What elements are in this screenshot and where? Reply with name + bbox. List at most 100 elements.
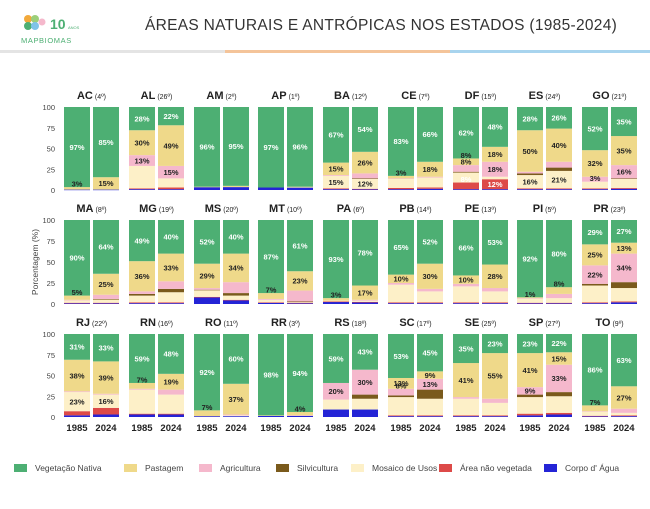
state-title: ES (24º): [529, 90, 561, 102]
data-label: 22%: [163, 112, 178, 121]
bar-segment-mosaico: [388, 284, 414, 303]
data-label: 12%: [487, 180, 502, 189]
bar-segment-agua: [482, 189, 508, 190]
bar-segment-silvicultura: [287, 301, 313, 303]
bar-segment-nativa: [287, 220, 313, 272]
bar-segment-agua: [323, 189, 349, 190]
bar-segment-pastagem: [129, 261, 155, 292]
bar-segment-mosaico: [482, 176, 508, 180]
state-title: RR (3º): [271, 317, 300, 329]
bar-segment-mosaico: [352, 178, 378, 189]
data-label: 12%: [357, 180, 372, 189]
legend-label: Vegetação Nativa: [35, 463, 102, 473]
bar-segment-nativa: [194, 334, 220, 411]
bar-segment-silvicultura: [611, 282, 637, 289]
data-label: 39%: [98, 373, 113, 382]
bar-segment-mosaico: [352, 398, 378, 410]
data-label: 8%: [461, 151, 472, 160]
data-label: 13%: [134, 156, 149, 165]
bar-segment-agua: [388, 416, 414, 417]
y-tick-label: 50: [47, 372, 55, 381]
data-label: 19%: [163, 378, 178, 387]
bar-segment-mosaico: [582, 285, 608, 303]
legend: Vegetação Nativa Pastagem Agricultura Silvi…: [14, 463, 644, 483]
bar-segment-agricultura: [129, 388, 155, 390]
bar-segment-nao_vegetada: [93, 302, 119, 304]
bar-segment-nativa: [453, 334, 479, 364]
bar-segment-agua: [482, 416, 508, 417]
bar-segment-agricultura: [129, 291, 155, 294]
bar-segment-pastagem: [582, 244, 608, 266]
state-title: PE (13º): [465, 203, 497, 215]
bar-segment-agua: [194, 416, 220, 417]
data-label: 53%: [393, 352, 408, 361]
state-title: CE (7º): [401, 90, 429, 102]
bar-segment-nativa: [194, 220, 220, 264]
data-label: 87%: [263, 252, 278, 261]
bar-segment-pastagem: [546, 128, 572, 162]
bar-segment-agua: [158, 189, 184, 190]
bar-segment-pastagem: [64, 359, 90, 392]
data-label: 1%: [525, 290, 536, 299]
bar-segment-nao_vegetada: [129, 413, 155, 415]
x-tick-label: 2024: [548, 423, 570, 434]
bar-segment-nao_vegetada: [517, 413, 543, 416]
bar-segment-pastagem: [93, 361, 119, 394]
legend-swatch: [199, 464, 212, 472]
bar-segment-pastagem: [417, 371, 443, 379]
bar-segment-mosaico: [388, 178, 414, 188]
bar-segment-pastagem: [517, 130, 543, 172]
bar-segment-mosaico: [129, 389, 155, 414]
bar-segment-nativa: [582, 334, 608, 406]
data-label: 35%: [616, 146, 631, 155]
data-label: 29%: [199, 272, 214, 281]
bar-segment-agua: [194, 297, 220, 304]
bar-segment-nativa: [129, 334, 155, 383]
data-label: 4%: [295, 405, 306, 414]
bar-segment-agricultura: [546, 293, 572, 299]
bar-segment-agricultura: [93, 294, 119, 299]
bar-segment-agricultura: [611, 165, 637, 179]
data-label: 26%: [551, 114, 566, 123]
bar-segment-agua: [64, 303, 90, 304]
bar-segment-agricultura: [388, 178, 414, 179]
bar-segment-nao_vegetada: [129, 302, 155, 304]
bar-segment-mosaico: [388, 397, 414, 416]
bar-segment-agua: [417, 416, 443, 417]
state-panel-rn: RN (16º) 59% 7% 48% 19%: [129, 317, 184, 417]
bar-segment-agricultura: [323, 175, 349, 176]
data-label: 55%: [487, 372, 502, 381]
bar-segment-pastagem: [64, 187, 90, 190]
state-panel-mt: MT (10º) 87% 7% 61% 23%: [258, 203, 313, 304]
bar-segment-nativa: [323, 220, 349, 299]
data-label: 49%: [134, 236, 149, 245]
data-label: 37%: [228, 395, 243, 404]
bar-segment-agricultura: [482, 161, 508, 177]
bar-segment-agua: [258, 302, 284, 304]
data-label: 16%: [98, 397, 113, 406]
state-panel-ro: RO (11º) 92% 7% 60% 37%: [194, 317, 249, 417]
bar-segment-nao_vegetada: [517, 302, 543, 304]
bar-segment-agua: [93, 303, 119, 304]
bar-segment-agua: [352, 302, 378, 304]
data-label: 15%: [551, 354, 566, 363]
bar-segment-agricultura: [517, 171, 543, 174]
bar-segment-nativa: [64, 107, 90, 188]
data-label: 52%: [587, 124, 602, 133]
y-tick-label: 50: [47, 145, 55, 154]
data-label: 15%: [98, 179, 113, 188]
bar-segment-silvicultura: [129, 293, 155, 296]
bar-segment-pastagem: [482, 264, 508, 289]
data-label: 22%: [551, 339, 566, 348]
bar-segment-pastagem: [258, 293, 284, 299]
data-label: 3%: [590, 174, 601, 183]
bar-segment-agua: [129, 414, 155, 417]
bar-segment-agricultura: [158, 389, 184, 395]
data-label: 30%: [422, 272, 437, 281]
bar-segment-nativa: [417, 107, 443, 162]
bar-segment-nativa: [223, 334, 249, 384]
data-label: 40%: [163, 233, 178, 242]
bar-segment-agua: [453, 416, 479, 417]
bar-segment-agua: [611, 188, 637, 190]
legend-item-agua: Corpo d' Água: [544, 463, 619, 473]
